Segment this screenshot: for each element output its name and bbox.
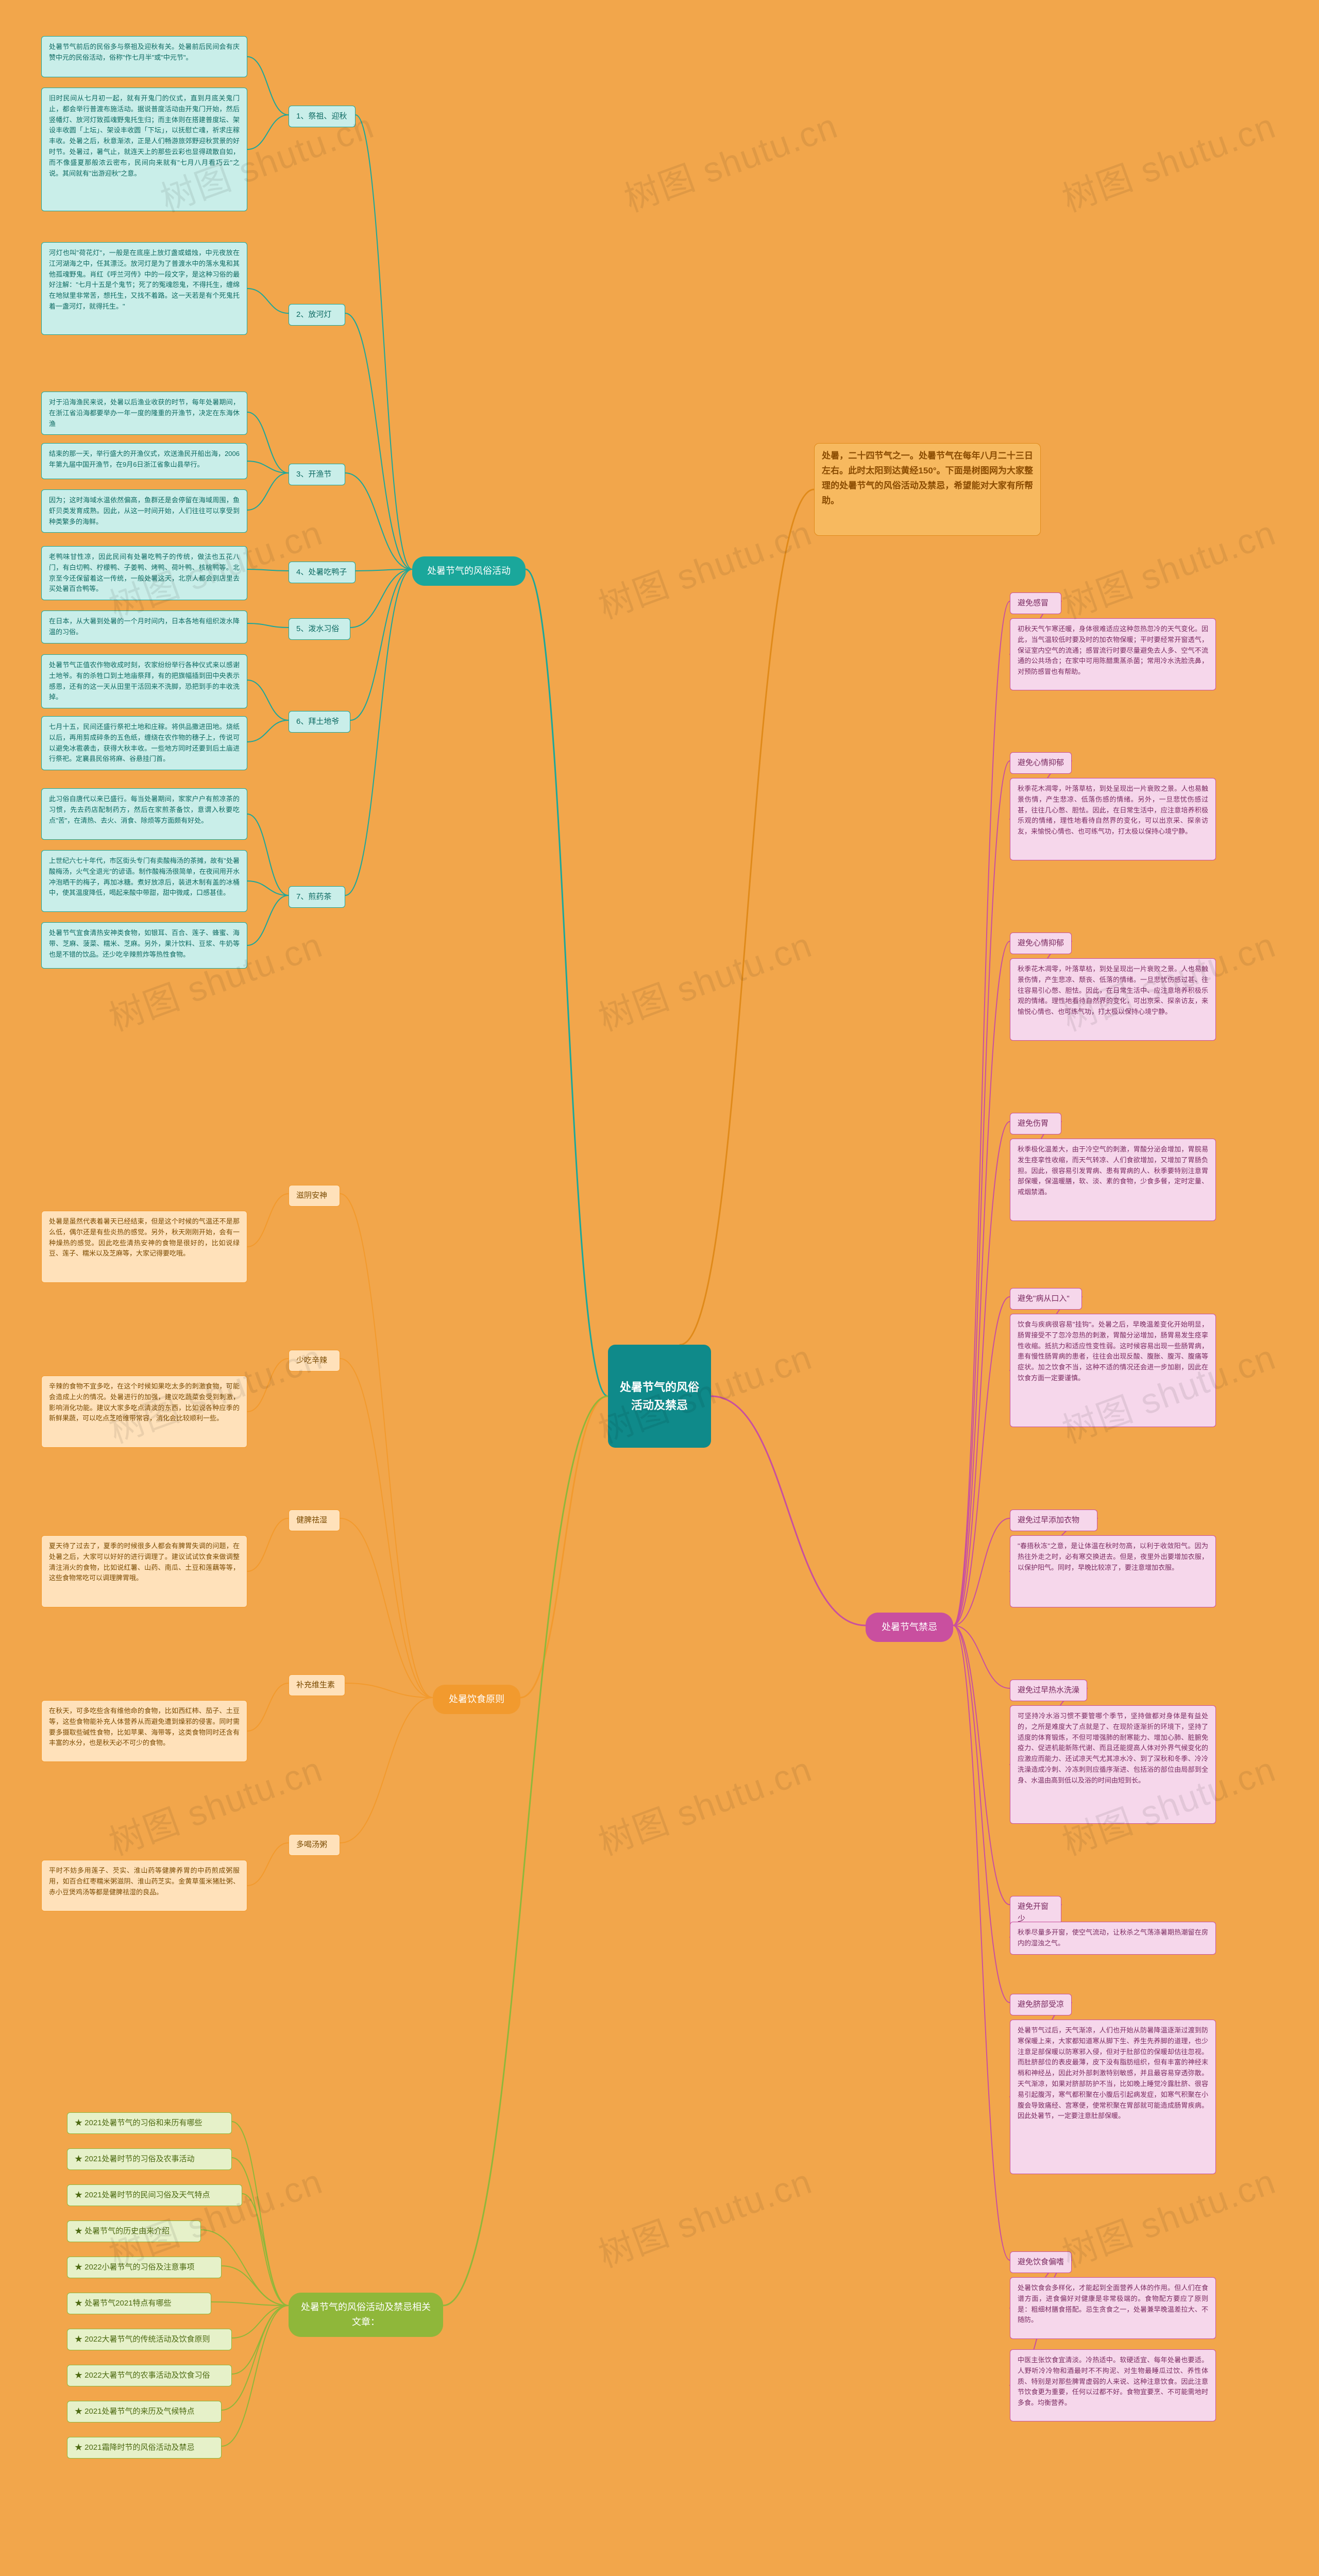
mindmap-node[interactable]: 4、处暑吃鸭子 bbox=[289, 562, 356, 583]
mindmap-node[interactable]: 7、煎药茶 bbox=[289, 886, 345, 908]
mindmap-node[interactable]: 避免过早添加衣物 bbox=[1010, 1510, 1097, 1531]
mindmap-node[interactable]: 处暑节气的风俗活动 bbox=[412, 556, 526, 586]
mindmap-node[interactable]: 6、拜土地爷 bbox=[289, 711, 350, 733]
mindmap-node[interactable]: 避免脐部受凉 bbox=[1010, 1994, 1072, 2015]
mindmap-node[interactable]: ★ 处暑节气2021特点有哪些 bbox=[67, 2293, 211, 2314]
mindmap-node[interactable]: 处暑节气过后，天气渐凉，人们也开始从防暑降温逐渐过渡到防寒保暖上来，大家都知道寒… bbox=[1010, 2020, 1216, 2174]
mindmap-node[interactable]: 避免饮食偏嗜 bbox=[1010, 2251, 1072, 2273]
mindmap-node[interactable]: 处暑是虽然代表着暑天已经结束，但是这个时候的气温还不是那么低，偶尔还是有些炎热的… bbox=[41, 1211, 247, 1283]
mindmap-node[interactable]: 因为；这时海域水温依然偏高，鱼群还是会停留在海域周围，鱼虾贝类发育成熟。因此，从… bbox=[41, 489, 247, 533]
mindmap-node[interactable]: 秋季花木凋零，叶落草枯，到处呈现出一片衰败之景。人也易触景伤情，产生悲凉、低落伤… bbox=[1010, 778, 1216, 860]
mindmap-node[interactable]: ★ 2022大暑节气的传统活动及饮食原则 bbox=[67, 2329, 232, 2350]
mindmap-node[interactable]: 5、泼水习俗 bbox=[289, 618, 350, 640]
mindmap-node[interactable]: ★ 2021处暑时节的民间习俗及天气特点 bbox=[67, 2184, 242, 2206]
mindmap-node[interactable]: 旧时民间从七月初一起，就有开鬼门的仪式，直到月底关鬼门止，都会举行普渡布施活动。… bbox=[41, 88, 247, 211]
mindmap-node[interactable]: 滋阴安神 bbox=[289, 1185, 340, 1207]
mindmap-node[interactable]: 避免感冒 bbox=[1010, 592, 1061, 614]
mindmap-node[interactable]: 七月十五，民间还盛行祭祀土地和庄稼。将供品撒进田地。烧纸以后，再用剪成碎条的五色… bbox=[41, 716, 247, 770]
mindmap-node[interactable]: 2、放河灯 bbox=[289, 304, 345, 326]
mindmap-node[interactable]: 避免心情抑郁 bbox=[1010, 752, 1072, 774]
mindmap-node[interactable]: 避免"病从口入" bbox=[1010, 1288, 1082, 1310]
mindmap-node[interactable]: 处暑节气禁忌 bbox=[866, 1613, 953, 1642]
mindmap-node[interactable]: ★ 处暑节气的历史由来介绍 bbox=[67, 2221, 201, 2242]
mindmap-node[interactable]: 少吃辛辣 bbox=[289, 1350, 340, 1371]
mindmap-node[interactable]: ★ 2022小暑节气的习俗及注意事项 bbox=[67, 2257, 222, 2278]
mindmap-node[interactable]: ★ 2021霜降时节的风俗活动及禁忌 bbox=[67, 2437, 222, 2459]
mindmap-node[interactable]: 可坚持冷水浴习惯不要管哪个季节，坚持做都对身体是有益处的，之所是难度大了点就是了… bbox=[1010, 1705, 1216, 1824]
mindmap-node[interactable]: 在日本，从大暑到处暑的一个月时间内，日本各地有组织泼水降温的习俗。 bbox=[41, 611, 247, 643]
mindmap-node[interactable]: 处暑饮食会多样化，才能起到全面营养人体的作用。但人们在食谱方面，进食偏好对健康是… bbox=[1010, 2277, 1216, 2339]
mindmap-node[interactable]: ★ 2021处暑节气的来历及气候特点 bbox=[67, 2401, 222, 2422]
mindmap-node[interactable]: 补充维生素 bbox=[289, 1674, 345, 1696]
mindmap-node[interactable]: 3、开渔节 bbox=[289, 464, 345, 485]
mindmap-node[interactable]: 处暑节气的风俗活动及禁忌 bbox=[608, 1345, 711, 1448]
mindmap-node[interactable]: 初秋天气乍寒还暖，身体很难适应这种忽热忽冷的天气变化。因此，当气温较低时要及时的… bbox=[1010, 618, 1216, 690]
mindmap-node[interactable]: 秋季花木凋零，叶落草枯，到处呈现出一片衰败之景。人也易触景伤情，产生悲凉、颓丧、… bbox=[1010, 958, 1216, 1041]
mindmap-node[interactable]: 中医主张饮食宜清淡。冷热适中。软硬适宜、每年处暑也要适。人野听冷冷物和酒最时不不… bbox=[1010, 2349, 1216, 2421]
mindmap-node[interactable]: 此习俗自唐代以来已盛行。每当处暑期间，家家户户有煎凉茶的习惯，先去药店配制药方，… bbox=[41, 788, 247, 840]
mindmap-node[interactable]: 健脾祛湿 bbox=[289, 1510, 340, 1531]
mindmap-node[interactable]: 避免伤胃 bbox=[1010, 1113, 1061, 1134]
mindmap-node[interactable]: 辛辣的食物不宜多吃，在这个时候如果吃太多的刺激食物，可能会造成上火的情况。处暑进… bbox=[41, 1376, 247, 1448]
mindmap-node[interactable]: 处暑节气的风俗活动及禁忌相关文章： bbox=[289, 2293, 443, 2337]
mindmap-node[interactable]: 平时不妨多用莲子、芡实、淮山药等健脾养胃的中药煎成粥服用，如百合红枣糯米粥滋阴、… bbox=[41, 1860, 247, 1911]
mindmap-node[interactable]: 上世纪六七十年代，市区街头专门有卖酸梅汤的茶摊，故有"处暑酸梅汤，火气全退光"的… bbox=[41, 850, 247, 912]
mindmap-node[interactable]: 避免过早热水洗澡 bbox=[1010, 1680, 1087, 1701]
mindmap-node[interactable]: ★ 2022大暑节气的农事活动及饮食习俗 bbox=[67, 2365, 232, 2386]
mindmap-node[interactable]: 老鸭味甘性凉，因此民间有处暑吃鸭子的传统，做法也五花八门，有白切鸭、柠檬鸭、子姜… bbox=[41, 546, 247, 600]
mindmap-node[interactable]: 秋季极化温差大，由于冷空气的刺激，胃酸分泌会增加，胃脘易发生痉挛性收缩，而天气转… bbox=[1010, 1139, 1216, 1221]
mindmap-node[interactable]: 多喝汤粥 bbox=[289, 1834, 340, 1856]
mindmap-node[interactable]: 结束的那一天，举行盛大的开渔仪式，欢送渔民开船出海，2006年第九届中国开渔节，… bbox=[41, 443, 247, 479]
mindmap-node[interactable]: "春捂秋冻"之意，是让体温在秋时勿高，以利于收敛阳气。因为热往外走之时，必有寒交… bbox=[1010, 1535, 1216, 1607]
mindmap-node[interactable]: 处暑节气正值农作物收成时刻，农家纷纷举行各种仪式来以感谢土地爷。有的杀牲口到土地… bbox=[41, 654, 247, 708]
mindmap-node[interactable]: 夏天待了过去了，夏季的时候很多人都会有脾胃失调的问题，在处暑之后，大家可以好好的… bbox=[41, 1535, 247, 1607]
mindmap-node[interactable]: ★ 2021处暑节气的习俗和来历有哪些 bbox=[67, 2112, 232, 2134]
mindmap-node[interactable]: 处暑，二十四节气之一。处暑节气在每年八月二十三日左右。此时太阳到达黄经150°。… bbox=[814, 443, 1041, 536]
mindmap-node[interactable]: 秋季尽量多开窗，使空气流动，让秋杀之气荡涤暑期热潮留在房内的湿浊之气。 bbox=[1010, 1922, 1216, 1955]
mindmap-node[interactable]: 1、祭祖、迎秋 bbox=[289, 106, 356, 127]
mindmap-node[interactable]: 处暑节气前后的民俗多与祭祖及迎秋有关。处暑前后民间会有庆赞中元的民俗活动，俗称"… bbox=[41, 36, 247, 77]
mindmap-node[interactable]: 处暑饮食原则 bbox=[433, 1685, 520, 1714]
mindmap-node[interactable]: 河灯也叫"荷花灯"，一般是在底座上放灯盏或蜡烛，中元夜放在江河湖海之中，任其漂泛… bbox=[41, 242, 247, 335]
mindmap-node[interactable]: 对于沿海渔民来说，处暑以后渔业收获的时节，每年处暑期间，在浙江省沿海都要举办一年… bbox=[41, 392, 247, 435]
mindmap-node[interactable]: 在秋天，可多吃些含有维他命的食物，比如西红柿、茄子、土豆等，这些食物能补充人体营… bbox=[41, 1700, 247, 1762]
mindmap-node[interactable]: ★ 2021处暑时节的习俗及农事活动 bbox=[67, 2148, 232, 2170]
mindmap-node[interactable]: 避免心情抑郁 bbox=[1010, 933, 1072, 954]
mindmap-node[interactable]: 饮食与疾病很容易"挂钩"。处暑之后，早晚温差变化开始明显，肠胃接受不了忽冷忽热的… bbox=[1010, 1314, 1216, 1427]
mindmap-node[interactable]: 处暑节气宜食清热安神类食物，如银耳、百合、莲子、蜂蜜、海带、芝麻、菠菜、糯米、芝… bbox=[41, 922, 247, 969]
